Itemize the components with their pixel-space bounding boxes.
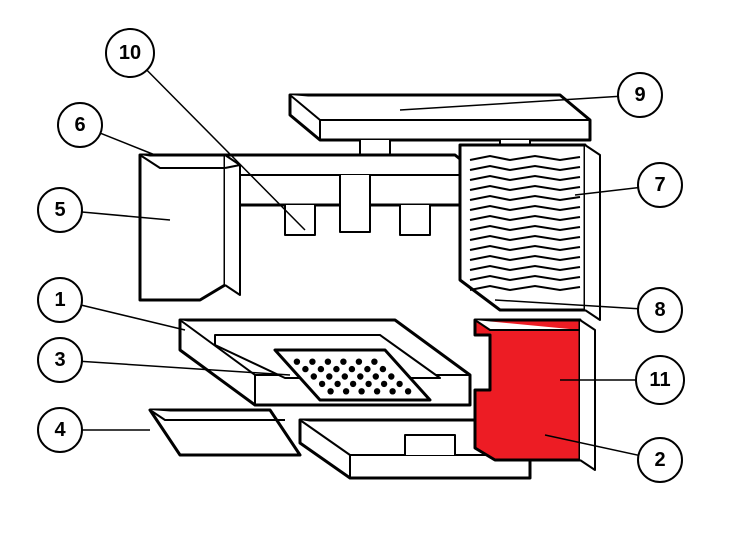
- callout-label-4: 4: [54, 419, 66, 441]
- part-front-shelf: [205, 155, 480, 235]
- callout-label-2: 2: [654, 449, 665, 471]
- part-left-side-panel: [140, 155, 240, 300]
- callout-label-1: 1: [54, 289, 65, 311]
- callout-label-11: 11: [649, 369, 670, 391]
- callout-label-6: 6: [74, 114, 85, 136]
- callout-label-5: 5: [54, 199, 65, 221]
- callout-label-10: 10: [119, 42, 141, 64]
- callout-label-8: 8: [654, 299, 665, 321]
- part-rear-grille: [460, 145, 600, 320]
- leader-1: [81, 305, 185, 330]
- callout-label-3: 3: [54, 349, 65, 371]
- leader-6: [100, 133, 155, 155]
- exploded-diagram: 1 2 3 4 5 6 7 8 9 10 11: [0, 0, 752, 554]
- callout-label-9: 9: [634, 84, 645, 106]
- part-front-ash-lip: [150, 410, 300, 455]
- part-right-side-panel: [475, 320, 595, 470]
- callout-label-7: 7: [654, 174, 665, 196]
